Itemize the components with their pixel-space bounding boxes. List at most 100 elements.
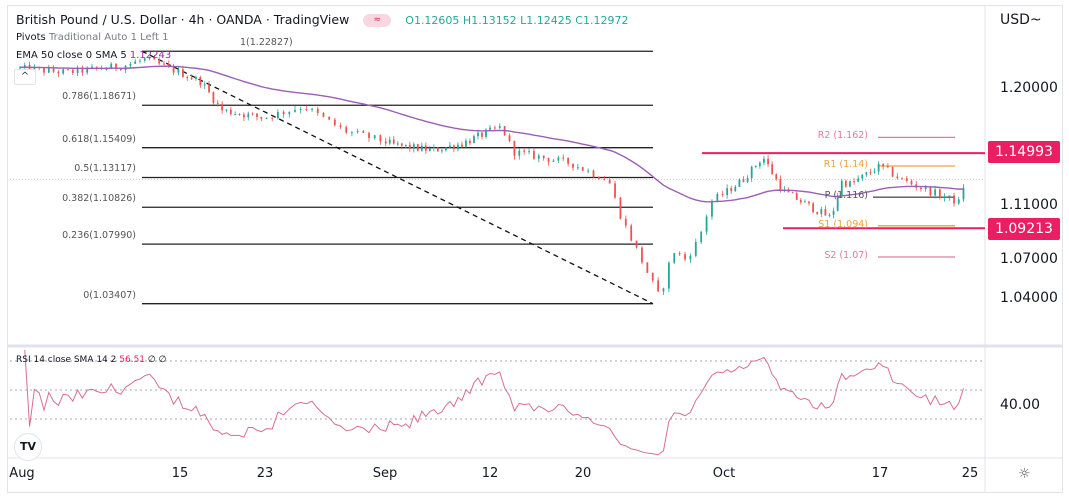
candle-up — [537, 155, 540, 159]
candle-up — [763, 158, 765, 163]
candle-up — [962, 187, 965, 200]
candle-up — [449, 145, 451, 148]
candle-down — [282, 111, 285, 115]
tradingview-logo[interactable]: TV — [14, 433, 42, 461]
candle-up — [428, 148, 431, 151]
candle-up — [948, 195, 951, 198]
candle-down — [730, 188, 733, 192]
ema-legend[interactable]: EMA 50 close 0 SMA 5 1.12243 — [16, 50, 172, 61]
candle-down — [256, 113, 258, 117]
candle-up — [716, 193, 719, 201]
candle-up — [143, 58, 146, 61]
candle-up — [694, 241, 697, 256]
currency-selector[interactable]: USD~ — [1000, 12, 1042, 28]
candle-up — [86, 67, 89, 73]
fib-level-label: 0.786(1.18671) — [62, 91, 136, 103]
candle-down — [119, 68, 122, 70]
candle-down — [646, 262, 649, 273]
y-tick: 1.07000 — [1000, 251, 1058, 267]
candle-down — [153, 57, 156, 60]
candle-up — [351, 132, 353, 134]
candle-down — [853, 181, 855, 183]
candle-down — [392, 139, 395, 144]
candle-down — [493, 127, 496, 129]
candle-up — [19, 67, 21, 69]
candle-up — [105, 68, 108, 70]
candle-down — [199, 77, 202, 86]
candle-down — [221, 103, 224, 111]
candle-up — [177, 69, 180, 73]
compare-toggle-icon[interactable]: ≈ — [363, 14, 392, 27]
candle-up — [667, 262, 670, 289]
candle-down — [71, 69, 74, 74]
candle-up — [225, 109, 228, 111]
candle-down — [938, 189, 941, 198]
candle-down — [901, 178, 903, 180]
candle-up — [849, 181, 851, 187]
candle-up — [528, 151, 530, 153]
candle-up — [134, 61, 137, 64]
candle-up — [195, 77, 197, 80]
candle-up — [957, 199, 960, 204]
candle-down — [400, 143, 403, 146]
candle-down — [469, 140, 471, 144]
candle-up — [288, 111, 291, 115]
collapse-legend-button[interactable]: ^ — [14, 69, 36, 85]
candle-down — [508, 135, 511, 142]
candle-up — [277, 111, 279, 119]
candle-down — [581, 167, 584, 171]
candle-up — [47, 68, 50, 73]
candle-down — [844, 180, 847, 187]
chart-header: British Pound / U.S. Dollar · 4h · OANDA… — [16, 12, 628, 27]
ohlc-values: O1.12605 H1.13152 L1.12425 C1.12972 — [405, 14, 629, 27]
candle-up — [465, 140, 467, 147]
candle-down — [362, 131, 365, 133]
pivot-label: S2 (1.07) — [824, 250, 868, 261]
rsi-line — [24, 349, 964, 456]
candle-down — [547, 158, 550, 162]
settings-gear-icon[interactable]: ☼ — [1018, 466, 1031, 482]
candle-up — [234, 114, 237, 116]
candle-down — [260, 116, 263, 119]
candle-down — [28, 65, 31, 72]
candle-up — [148, 57, 151, 59]
symbol-title[interactable]: British Pound / U.S. Dollar · 4h · OANDA… — [16, 12, 350, 27]
fib-level-label: 1(1.22827) — [240, 37, 293, 49]
candle-up — [943, 197, 946, 199]
candle-up — [76, 67, 79, 74]
candle-up — [877, 163, 880, 172]
rsi-legend[interactable]: RSI 14 close SMA 14 2 56.51 ∅ ∅ — [16, 355, 167, 365]
fib-level-label: 0.618(1.15409) — [62, 133, 136, 145]
candle-down — [608, 180, 611, 184]
x-tick: 17 — [871, 466, 889, 481]
candle-down — [416, 144, 419, 151]
candle-up — [924, 187, 927, 190]
candle-up — [420, 145, 423, 151]
candle-down — [243, 114, 245, 118]
candle-up — [440, 150, 443, 152]
candle-down — [651, 272, 654, 281]
candle-down — [812, 203, 815, 213]
candle-up — [662, 288, 665, 292]
candle-up — [840, 180, 843, 196]
candle-down — [216, 102, 219, 104]
chart-frame — [7, 5, 1063, 493]
candle-down — [886, 166, 889, 168]
candle-down — [721, 193, 724, 196]
candle-down — [791, 192, 794, 194]
candle-down — [52, 68, 55, 72]
candle-down — [251, 113, 254, 115]
fib-level-label: 0(1.03407) — [83, 289, 136, 301]
candle-up — [62, 69, 65, 74]
candle-up — [139, 60, 141, 62]
fib-level-label: 0.236(1.07990) — [62, 230, 136, 242]
candle-down — [824, 208, 827, 216]
candle-down — [592, 170, 595, 177]
candle-down — [81, 67, 84, 73]
candle-down — [684, 254, 686, 260]
x-tick: 15 — [171, 466, 189, 481]
pivots-legend[interactable]: Pivots Traditional Auto 1 Left 1 — [16, 32, 169, 43]
candle-up — [734, 186, 737, 192]
candle-down — [542, 155, 545, 159]
